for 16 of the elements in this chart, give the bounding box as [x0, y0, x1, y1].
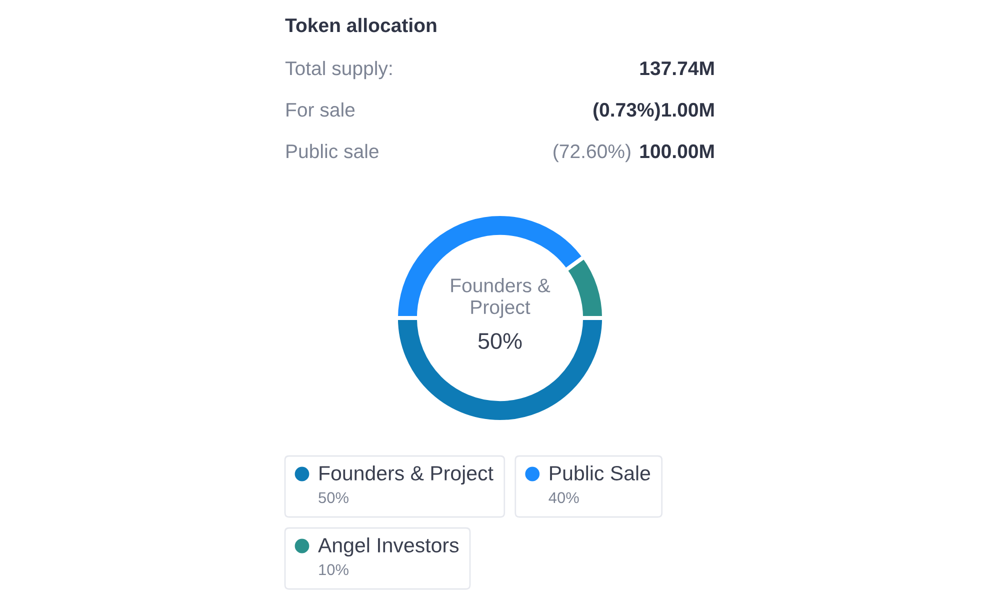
legend-label: Founders & Project	[320, 465, 494, 485]
text: (0.73%)1.00M	[594, 102, 714, 121]
text: 137.74M	[640, 61, 714, 76]
text: (72.60%)	[554, 144, 630, 162]
text: Public sale	[286, 144, 378, 158]
text: 50%	[318, 492, 348, 504]
text: For sale	[286, 102, 355, 117]
legend-label: Public Sale	[550, 465, 650, 481]
legend-label: Angel Investors	[318, 537, 459, 557]
text: Total supply:	[285, 60, 392, 80]
data-label: 40%	[548, 492, 579, 504]
text: 100.00M	[640, 144, 714, 158]
data-label: 10%	[319, 564, 348, 576]
chart-title: Token allocation	[285, 18, 436, 32]
slice-label: Founders & Project	[451, 278, 550, 318]
data-label: 50%	[478, 333, 522, 349]
